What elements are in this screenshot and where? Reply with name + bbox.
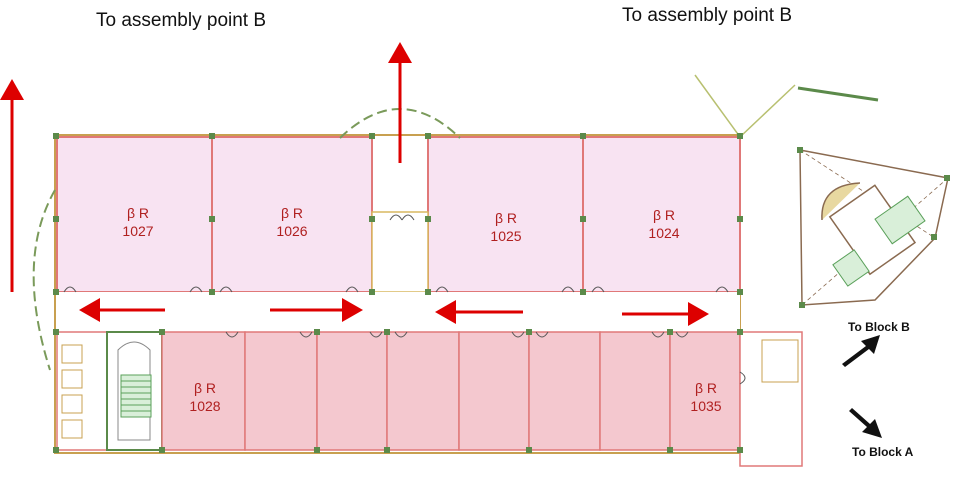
room-prefix: β R bbox=[126, 205, 150, 221]
toilet-cubicles bbox=[61, 344, 83, 439]
room-prefix: β R bbox=[193, 380, 217, 396]
room-prefix: β R bbox=[494, 210, 518, 226]
lab-room-4 bbox=[386, 331, 460, 451]
to-block-b-label: To Block B bbox=[848, 320, 910, 334]
arrow-to-block-b bbox=[842, 335, 880, 367]
room-label-1024: β R 1024 bbox=[624, 206, 704, 242]
annex-closet bbox=[761, 339, 799, 383]
room-number: 1035 bbox=[690, 398, 722, 414]
room-prefix: β R bbox=[694, 380, 718, 396]
room-1026-area bbox=[211, 136, 373, 293]
room-prefix: β R bbox=[652, 207, 676, 223]
arrow-to-block-a bbox=[849, 408, 882, 438]
structural-columns bbox=[53, 133, 743, 453]
room-1035-area bbox=[669, 331, 741, 451]
room-number: 1024 bbox=[648, 225, 680, 241]
room-number: 1028 bbox=[189, 398, 221, 414]
wall-segment bbox=[797, 86, 879, 102]
room-prefix: β R bbox=[280, 205, 304, 221]
block-arrows bbox=[842, 335, 882, 438]
room-1027-area bbox=[56, 136, 213, 293]
block-b-tower bbox=[797, 147, 950, 308]
canopy-lines bbox=[694, 74, 796, 138]
room-number: 1027 bbox=[122, 223, 154, 239]
room-1025-area bbox=[427, 136, 584, 293]
room-label-1028: β R 1028 bbox=[165, 379, 245, 415]
door-swings bbox=[63, 214, 746, 385]
room-label-1025: β R 1025 bbox=[466, 209, 546, 245]
room-label-1026: β R 1026 bbox=[252, 204, 332, 240]
room-number: 1025 bbox=[490, 228, 522, 244]
lab-room-2 bbox=[244, 331, 318, 451]
room-label-1027: β R 1027 bbox=[98, 204, 178, 240]
entrance-arc-left bbox=[32, 189, 56, 371]
lab-room-7 bbox=[599, 331, 671, 451]
lab-room-5 bbox=[458, 331, 530, 451]
room-number: 1026 bbox=[276, 223, 308, 239]
corridor bbox=[57, 292, 740, 332]
room-1028-area bbox=[161, 331, 246, 451]
to-block-a-label: To Block A bbox=[852, 445, 914, 459]
assembly-point-label-left: To assembly point B bbox=[96, 10, 267, 31]
room-label-1035: β R 1035 bbox=[666, 379, 746, 415]
room-1024-area bbox=[582, 136, 741, 293]
evacuation-arrows bbox=[0, 42, 709, 326]
assembly-point-label-right: To assembly point B bbox=[622, 5, 793, 26]
lab-room-6 bbox=[528, 331, 601, 451]
lab-room-3 bbox=[316, 331, 388, 451]
entrance-lobby bbox=[371, 211, 429, 293]
staircase bbox=[117, 341, 152, 441]
